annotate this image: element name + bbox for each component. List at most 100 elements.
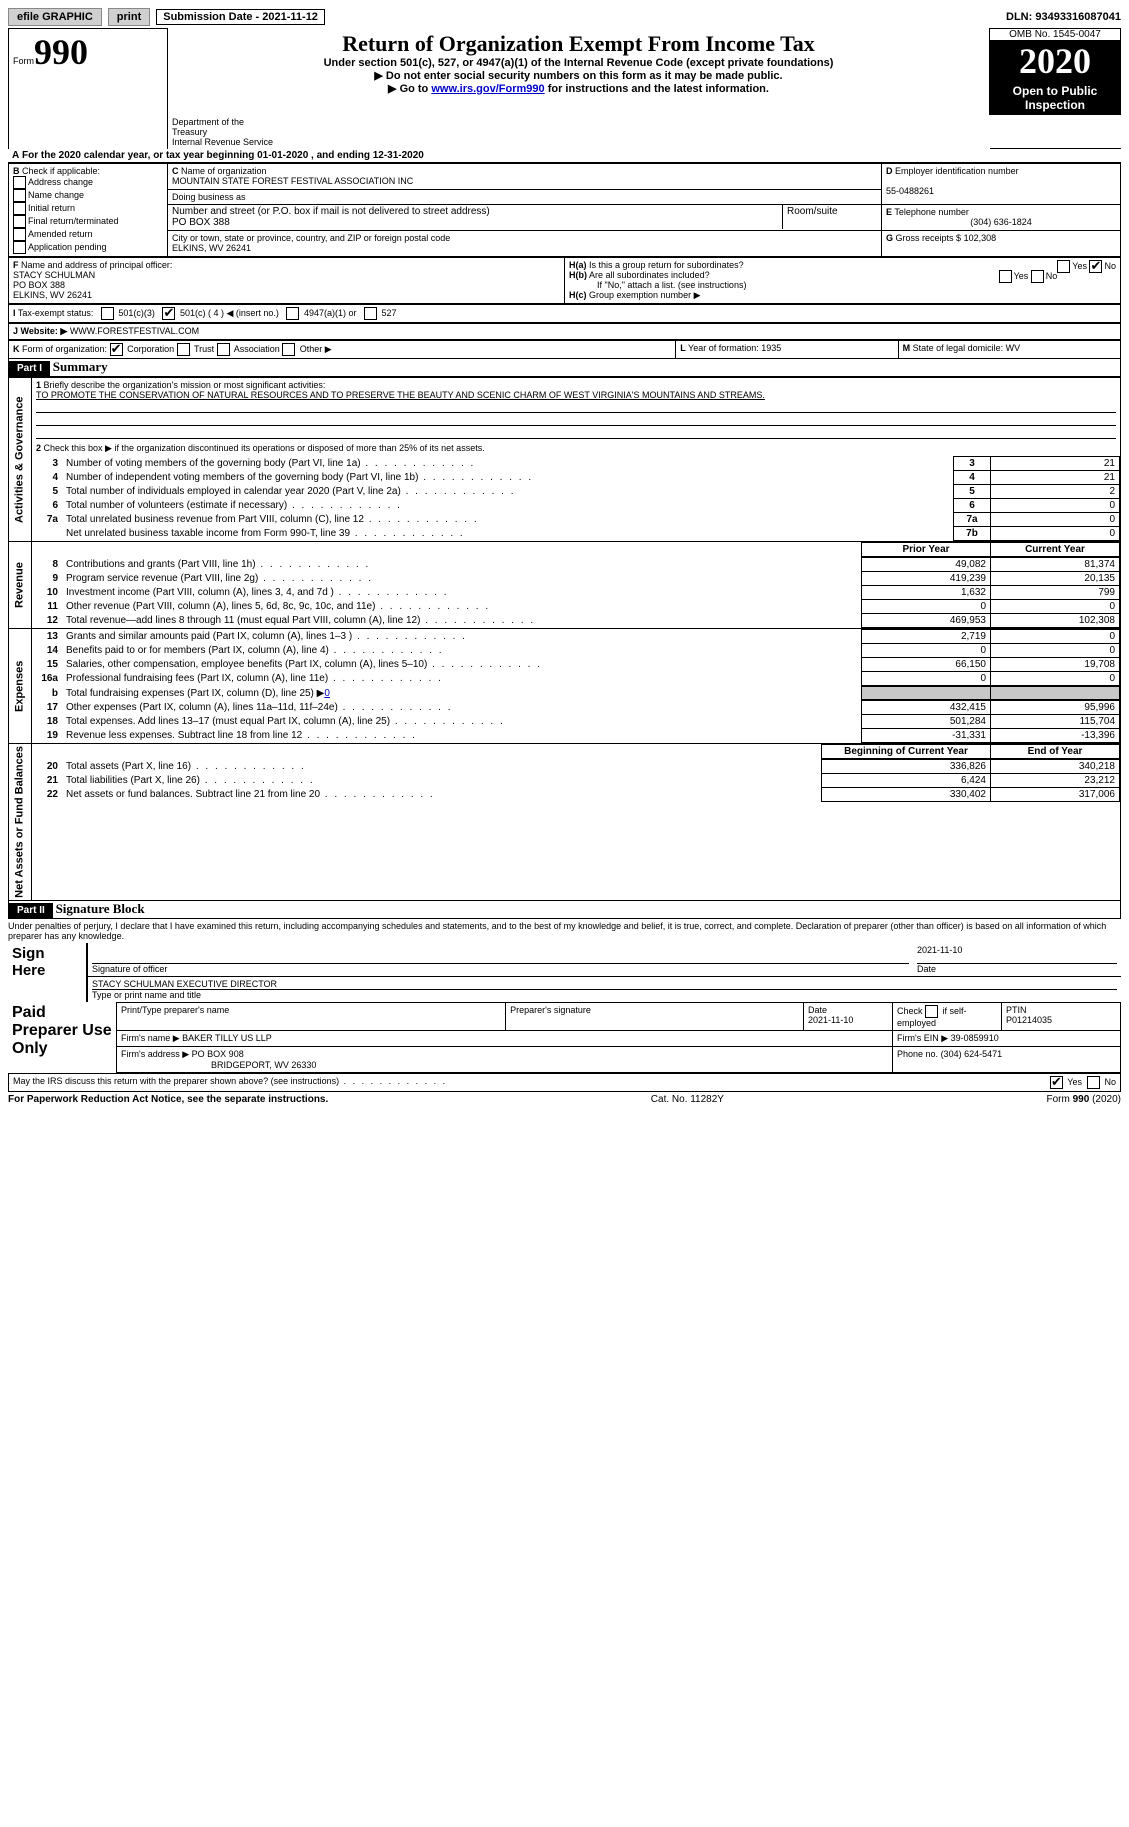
- telephone: (304) 636-1824: [886, 217, 1116, 227]
- efile-button[interactable]: efile GRAPHIC: [8, 8, 102, 26]
- ha-no[interactable]: [1089, 260, 1102, 273]
- form-header: Form990 Return of Organization Exempt Fr…: [8, 28, 1121, 149]
- cb-4947[interactable]: [286, 307, 299, 320]
- q2-label: Check this box ▶ if the organization dis…: [44, 443, 485, 453]
- part2-title: Signature Block: [56, 901, 145, 916]
- discuss-yes[interactable]: [1050, 1076, 1063, 1089]
- part1-table: Activities & Governance 1 Briefly descri…: [8, 377, 1121, 901]
- gross-receipts: 102,308: [964, 233, 997, 243]
- tax-year-range: For the 2020 calendar year, or tax year …: [22, 150, 424, 161]
- cb-address-change[interactable]: Address change: [28, 177, 93, 187]
- m-label: State of legal domicile:: [913, 343, 1004, 353]
- c-label: Name of organization: [181, 166, 267, 176]
- street-address: PO BOX 388: [172, 217, 230, 228]
- part1-header: Part I: [9, 361, 50, 376]
- dept-treasury: Department of theTreasuryInternal Revenu…: [168, 115, 990, 149]
- vlabel-expenses: Expenses: [9, 629, 32, 744]
- ptin: P01214035: [1006, 1015, 1052, 1025]
- cb-name-change[interactable]: Name change: [28, 190, 84, 200]
- firm-ein-label: Firm's EIN ▶: [897, 1033, 948, 1043]
- b-label: Check if applicable:: [22, 166, 100, 176]
- omb-number: OMB No. 1545-0047: [990, 29, 1120, 40]
- firm-addr: PO BOX 908: [192, 1049, 244, 1059]
- hb-note: If "No," attach a list. (see instruction…: [597, 280, 746, 290]
- officer-name: STACY SCHULMAN: [13, 270, 95, 280]
- i-o4: 527: [382, 308, 397, 318]
- cb-trust[interactable]: [177, 343, 190, 356]
- tax-exempt-row: I Tax-exempt status: 501(c)(3) 501(c) ( …: [8, 304, 1121, 323]
- cb-initial-return[interactable]: Initial return: [28, 203, 75, 213]
- city-label: City or town, state or province, country…: [172, 233, 450, 243]
- ha-yes[interactable]: [1057, 260, 1070, 273]
- line-16b-v: 0: [324, 688, 330, 699]
- print-button[interactable]: print: [108, 8, 150, 26]
- discuss-no[interactable]: [1087, 1076, 1100, 1089]
- sig-date: 2021-11-10: [917, 945, 1117, 964]
- cb-527[interactable]: [364, 307, 377, 320]
- form-number: 990: [34, 32, 88, 72]
- officer-addr: PO BOX 388: [13, 280, 65, 290]
- k-label: Form of organization:: [22, 344, 107, 354]
- instructions-link[interactable]: www.irs.gov/Form990: [431, 83, 544, 95]
- website: WWW.FORESTFESTIVAL.COM: [70, 326, 199, 336]
- preparer-block: Paid Preparer Use Only Print/Type prepar…: [8, 1002, 1121, 1073]
- officer-printed-name: STACY SCHULMAN EXECUTIVE DIRECTOR: [92, 979, 1117, 990]
- cb-other[interactable]: [282, 343, 295, 356]
- firm-addr-label: Firm's address ▶: [121, 1049, 189, 1059]
- sig-officer-label: Signature of officer: [92, 964, 167, 974]
- footer: For Paperwork Reduction Act Notice, see …: [8, 1094, 1121, 1105]
- website-row: J Website: ▶ WWW.FORESTFESTIVAL.COM: [8, 323, 1121, 340]
- cb-assoc[interactable]: [217, 343, 230, 356]
- part2-header: Part II: [9, 903, 53, 918]
- hb-yes[interactable]: [999, 270, 1012, 283]
- discuss-label: May the IRS discuss this return with the…: [13, 1076, 339, 1086]
- l-label: Year of formation:: [688, 343, 759, 353]
- cb-corp[interactable]: [110, 343, 123, 356]
- vlabel-netassets: Net Assets or Fund Balances: [9, 744, 32, 901]
- f-label: Name and address of principal officer:: [21, 260, 172, 270]
- cb-self-employed[interactable]: [925, 1005, 938, 1018]
- line-16b-t: Total fundraising expenses (Part IX, col…: [66, 688, 324, 699]
- arrow-note-2-post: for instructions and the latest informat…: [545, 83, 769, 95]
- form-of-org-row: K Form of organization: Corporation Trus…: [8, 340, 1121, 359]
- ha-label: Is this a group return for subordinates?: [589, 260, 744, 270]
- prep-name-label: Print/Type preparer's name: [117, 1002, 506, 1030]
- dln: DLN: 93493316087041: [1006, 11, 1121, 23]
- prep-date: 2021-11-10: [808, 1015, 853, 1025]
- cb-amended[interactable]: Amended return: [28, 229, 93, 239]
- j-label: Website: ▶: [21, 326, 68, 336]
- sign-here: Sign Here: [8, 943, 87, 1002]
- no-label2: No: [1046, 271, 1058, 281]
- officer-block: F Name and address of principal officer:…: [8, 257, 1121, 304]
- g-label: Gross receipts $: [896, 233, 962, 243]
- form-title: Return of Organization Exempt From Incom…: [172, 31, 985, 57]
- top-bar: efile GRAPHIC print Submission Date - 20…: [8, 8, 1121, 26]
- city-state-zip: ELKINS, WV 26241: [172, 243, 251, 253]
- addr-label: Number and street (or P.O. box if mail i…: [172, 206, 490, 217]
- arrow-note-1: Do not enter social security numbers on …: [386, 70, 783, 82]
- e-label: Telephone number: [894, 207, 969, 217]
- ptin-label: PTIN: [1006, 1005, 1027, 1015]
- cb-501c[interactable]: [162, 307, 175, 320]
- k-o1: Corporation: [127, 344, 174, 354]
- hb-no[interactable]: [1031, 270, 1044, 283]
- prep-sig-label: Preparer's signature: [506, 1002, 804, 1030]
- d-label: Employer identification number: [895, 166, 1019, 176]
- cb-app-pending[interactable]: Application pending: [28, 242, 107, 252]
- cb-501c3[interactable]: [101, 307, 114, 320]
- tax-year: 2020: [990, 40, 1120, 82]
- state-domicile: WV: [1006, 343, 1021, 353]
- yes-label2: Yes: [1014, 271, 1029, 281]
- arrow-note-2-pre: Go to: [400, 83, 432, 95]
- k-o3: Association: [234, 344, 280, 354]
- firm-name-label: Firm's name ▶: [121, 1033, 180, 1043]
- cb-final-return[interactable]: Final return/terminated: [28, 216, 119, 226]
- k-o2: Trust: [194, 344, 214, 354]
- section-b: B Check if applicable: Address change Na…: [9, 164, 168, 257]
- firm-city: BRIDGEPORT, WV 26330: [211, 1060, 316, 1070]
- room-label: Room/suite: [787, 206, 838, 217]
- paid-preparer: Paid Preparer Use Only: [8, 1002, 117, 1072]
- yes-label: Yes: [1072, 261, 1087, 271]
- q1-label: Briefly describe the organization's miss…: [44, 380, 326, 390]
- dba-label: Doing business as: [172, 192, 246, 202]
